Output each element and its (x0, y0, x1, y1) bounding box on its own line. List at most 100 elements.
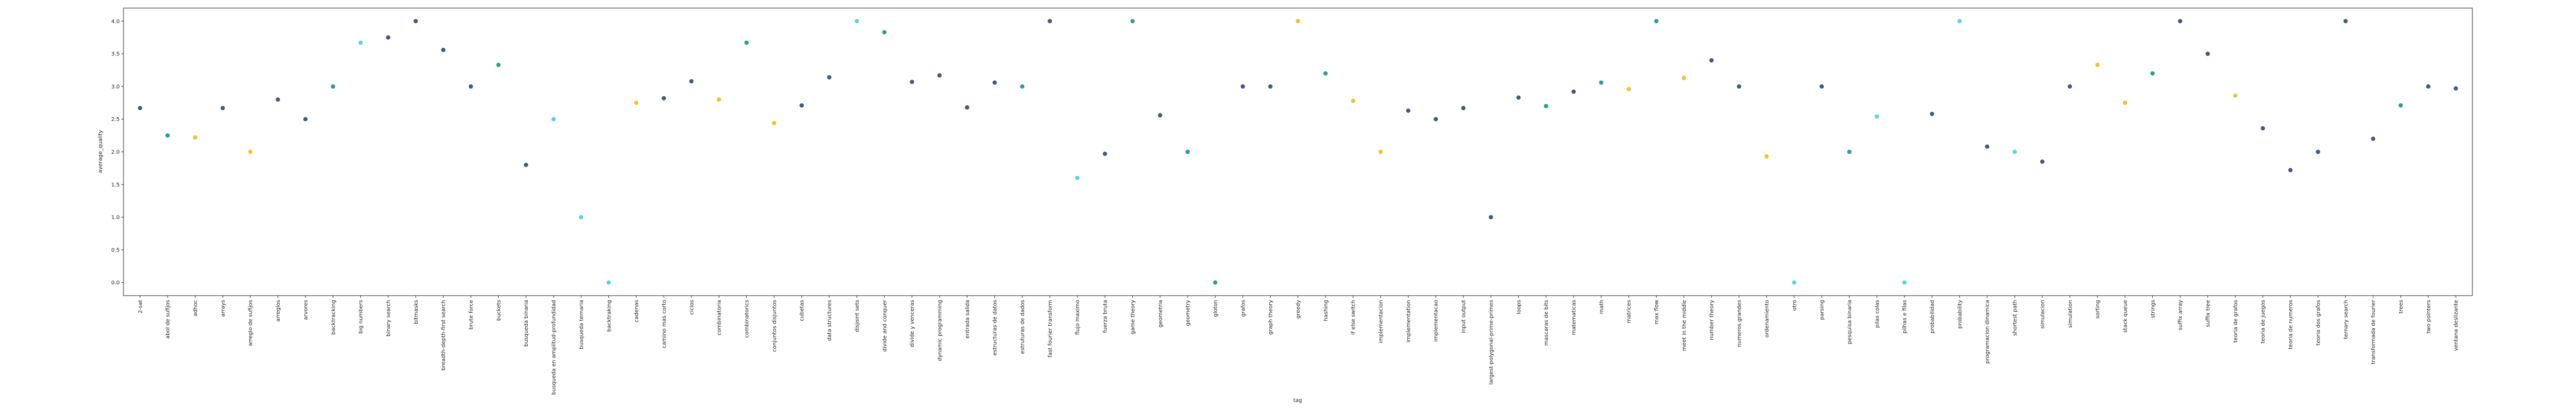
x-tick-label: abol de sufijos (165, 300, 171, 339)
y-tick-label: 1.5 (111, 182, 120, 188)
point (1047, 19, 1052, 24)
point (1351, 98, 1356, 103)
point (413, 19, 418, 24)
x-tick-label: programacion dinamica (1985, 300, 1991, 363)
point (2398, 103, 2403, 108)
y-tick-label: 2.0 (111, 149, 120, 155)
x-tick-label: big numbers (358, 300, 364, 334)
point (799, 103, 804, 108)
point (358, 40, 363, 45)
point (2206, 52, 2210, 56)
point (303, 117, 308, 121)
point (909, 80, 914, 84)
point (275, 97, 280, 102)
point (606, 280, 611, 285)
point (965, 105, 970, 110)
point (1268, 84, 1273, 89)
point (1406, 108, 1410, 113)
point (634, 101, 639, 105)
x-tick-label: matrices (1626, 300, 1632, 324)
x-tick-label: implementation (1406, 300, 1411, 342)
point (1874, 114, 1879, 119)
point (1158, 113, 1162, 118)
x-tick-label: if else switch (1351, 300, 1357, 335)
x-axis-label: tag (1293, 398, 1302, 404)
x-tick-label: brute force (469, 300, 475, 329)
x-tick-label: numeros grandes (1737, 300, 1743, 347)
x-tick-label: geometry (1185, 300, 1191, 326)
y-tick-label: 0.5 (111, 247, 120, 253)
point (1682, 76, 1686, 81)
x-tick-label: backtraking (606, 300, 612, 332)
point (772, 121, 776, 125)
x-tick-label: pilhas e filas (1902, 300, 1908, 334)
point (2288, 168, 2293, 173)
x-tick-label: bitmasks (413, 300, 419, 324)
x-tick-label: entrada salida (965, 300, 971, 339)
x-tick-label: two pointers (2426, 300, 2432, 333)
point (165, 133, 170, 138)
point (469, 84, 474, 89)
x-tick-label: data structures (827, 300, 833, 341)
point (1103, 152, 1108, 156)
y-tick-label: 1.0 (111, 215, 120, 221)
point (2150, 71, 2155, 76)
x-tick-label: simulacion (2040, 300, 2046, 329)
point (1378, 149, 1383, 154)
point (1792, 280, 1796, 285)
point (496, 62, 501, 67)
point (854, 19, 859, 24)
x-tick-label: estruturas de dados (1020, 300, 1026, 354)
point (937, 73, 942, 78)
x-tick-label: game theory (1130, 300, 1136, 334)
x-tick-label: buckets (496, 300, 502, 321)
point (882, 30, 887, 34)
x-tick-label: disjoint sets (854, 300, 860, 332)
x-tick-label: geometria (1158, 300, 1163, 327)
x-tick-label: matematicas (1571, 300, 1577, 335)
x-tick-label: ciclos (689, 300, 695, 315)
point (1185, 149, 1190, 154)
x-tick-label: teoria dos grafos (2316, 300, 2322, 346)
point (193, 135, 198, 140)
x-tick-label: pesquisa binaria (1847, 300, 1853, 344)
x-tick-label: otro (1792, 300, 1798, 311)
y-tick-label: 4.0 (111, 19, 120, 25)
x-tick-label: meet in the middle (1682, 300, 1687, 351)
point (1902, 280, 1907, 285)
point (661, 96, 666, 101)
point (523, 162, 528, 167)
x-tick-label: sorting (2095, 300, 2101, 319)
x-tick-label: shortest path (2012, 300, 2018, 336)
point (248, 149, 253, 154)
x-tick-label: hashing (1323, 300, 1329, 321)
point (1820, 84, 1824, 89)
y-tick-label: 3.0 (111, 84, 120, 90)
x-tick-label: camino mas corto (661, 300, 667, 348)
x-tick-label: strings (2150, 300, 2156, 318)
x-tick-label: grafos (1240, 300, 1246, 317)
x-tick-label: teoria de numeros (2288, 300, 2294, 349)
x-tick-label: gloton (1213, 300, 1219, 317)
x-tick-label: binary search (385, 300, 391, 336)
point (1709, 58, 1714, 63)
x-tick-label: suffix tree (2206, 300, 2211, 327)
point (1654, 19, 1659, 24)
x-tick-label: busqueda binaria (523, 300, 529, 347)
point (1240, 84, 1245, 89)
point (385, 35, 390, 40)
point (579, 215, 584, 220)
point (1626, 87, 1631, 91)
x-tick-label: flujo maximo (1075, 300, 1081, 335)
point (2454, 86, 2458, 91)
x-tick-label: implementacion (1378, 300, 1384, 343)
point (1075, 176, 1080, 181)
point (1323, 71, 1328, 76)
x-tick-label: mascaras de bits (1544, 300, 1549, 346)
x-tick-label: ternary search (2343, 300, 2349, 339)
x-tick-label: probabilidad (1930, 300, 1935, 333)
point (992, 80, 997, 85)
x-tick-label: arreglos (275, 300, 281, 322)
y-tick-label: 3.5 (111, 52, 120, 58)
x-tick-label: number theory (1709, 300, 1715, 340)
